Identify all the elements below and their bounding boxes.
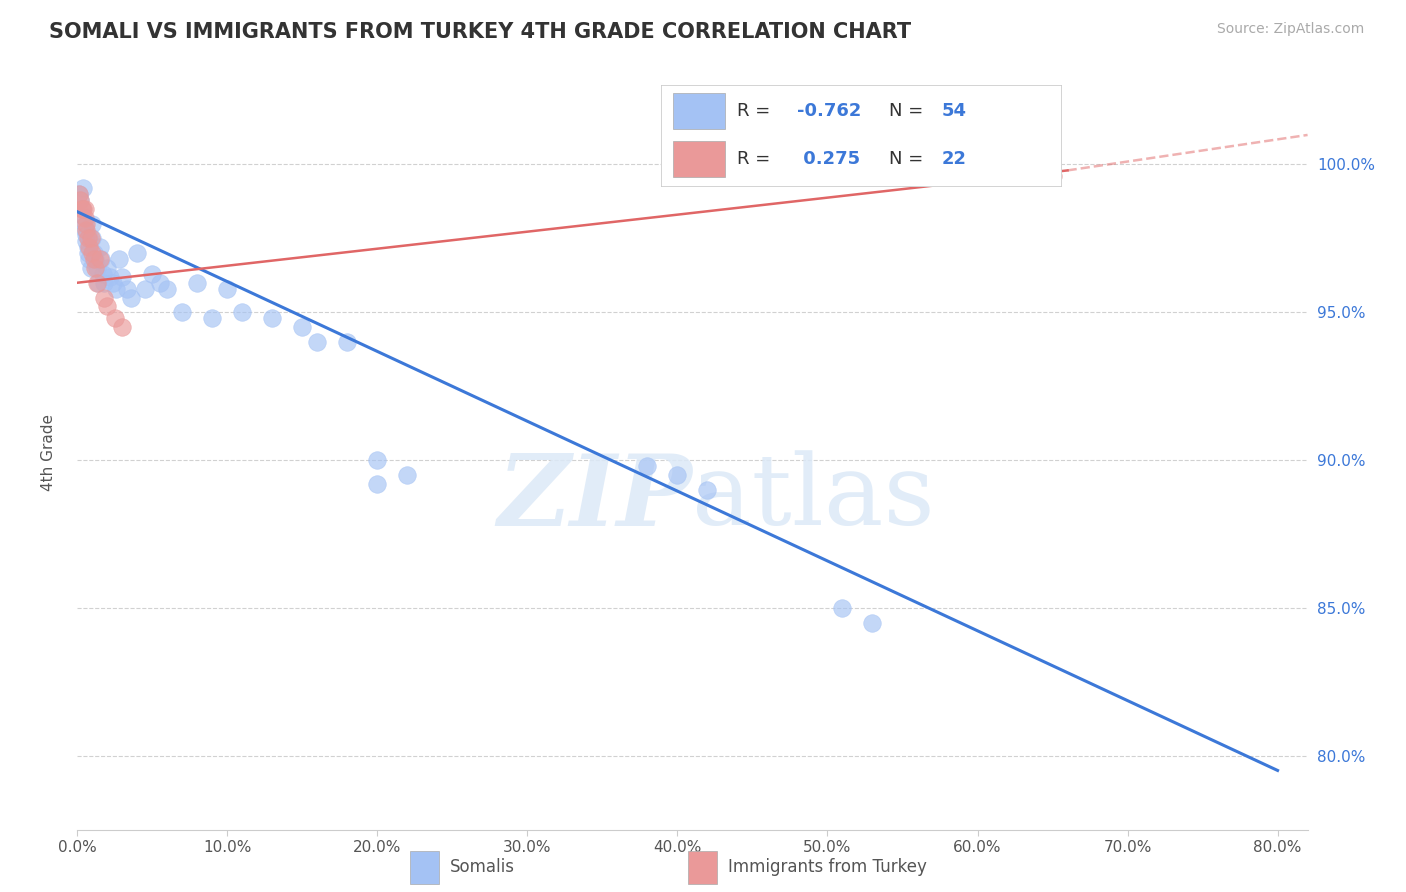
Point — [111, 269, 134, 284]
Point — [141, 267, 163, 281]
Point — [108, 252, 131, 266]
Point — [134, 282, 156, 296]
Text: atlas: atlas — [693, 450, 935, 546]
Text: R =: R = — [737, 102, 776, 120]
Point — [75, 235, 97, 249]
Text: -0.762: -0.762 — [797, 102, 862, 120]
Point — [172, 305, 194, 319]
Point — [73, 222, 96, 236]
Point — [73, 202, 96, 216]
Point — [79, 231, 101, 245]
Point — [72, 202, 94, 216]
Point — [70, 202, 93, 216]
Point — [149, 276, 172, 290]
Point — [201, 311, 224, 326]
Point — [636, 458, 658, 473]
Text: N =: N = — [889, 150, 929, 168]
Point — [336, 334, 359, 349]
Point — [262, 311, 284, 326]
Point — [83, 252, 105, 266]
Point — [93, 291, 115, 305]
Point — [76, 231, 98, 245]
Point — [75, 222, 97, 236]
Point — [80, 260, 103, 275]
Point — [105, 282, 128, 296]
Point — [76, 240, 98, 254]
Point — [831, 600, 853, 615]
Point — [79, 252, 101, 266]
Point — [73, 211, 96, 225]
Point — [307, 334, 329, 349]
Point — [87, 276, 110, 290]
Point — [82, 246, 104, 260]
Y-axis label: 4th Grade: 4th Grade — [42, 414, 56, 491]
Point — [69, 193, 91, 207]
Point — [1042, 169, 1064, 184]
Point — [127, 246, 149, 260]
Text: R =: R = — [737, 150, 776, 168]
Text: 22: 22 — [941, 150, 966, 168]
Bar — [673, 141, 725, 177]
Point — [104, 311, 127, 326]
Point — [366, 476, 388, 491]
Point — [696, 483, 718, 497]
Point — [91, 267, 114, 281]
Text: ZIP: ZIP — [498, 450, 693, 546]
Text: 54: 54 — [941, 102, 966, 120]
Point — [111, 320, 134, 334]
Bar — [688, 851, 717, 883]
Bar — [673, 93, 725, 128]
Point — [84, 260, 107, 275]
Point — [231, 305, 253, 319]
Text: N =: N = — [889, 102, 929, 120]
Point — [70, 208, 93, 222]
Point — [96, 299, 118, 313]
Point — [115, 282, 138, 296]
Point — [89, 252, 111, 266]
Point — [82, 231, 104, 245]
Point — [67, 187, 90, 202]
Point — [862, 615, 884, 630]
Point — [72, 181, 94, 195]
Text: SOMALI VS IMMIGRANTS FROM TURKEY 4TH GRADE CORRELATION CHART: SOMALI VS IMMIGRANTS FROM TURKEY 4TH GRA… — [49, 22, 911, 42]
Point — [86, 276, 108, 290]
Point — [84, 252, 107, 266]
Point — [103, 276, 125, 290]
Point — [89, 240, 111, 254]
Point — [80, 231, 103, 245]
Point — [156, 282, 179, 296]
Point — [76, 246, 98, 260]
Point — [93, 276, 115, 290]
Point — [79, 240, 101, 254]
Text: 0.275: 0.275 — [797, 150, 860, 168]
Point — [69, 193, 91, 207]
Text: Immigrants from Turkey: Immigrants from Turkey — [728, 858, 927, 877]
Point — [86, 260, 108, 275]
Point — [186, 276, 208, 290]
Point — [217, 282, 239, 296]
Text: Somalis: Somalis — [450, 858, 515, 877]
Point — [75, 228, 97, 243]
Point — [366, 453, 388, 467]
Point — [73, 217, 96, 231]
Text: Source: ZipAtlas.com: Source: ZipAtlas.com — [1216, 22, 1364, 37]
Point — [666, 467, 689, 482]
Point — [96, 260, 118, 275]
Point — [83, 246, 105, 260]
Point — [396, 467, 419, 482]
Point — [82, 217, 104, 231]
Point — [90, 252, 112, 266]
Point — [75, 217, 97, 231]
Point — [98, 269, 121, 284]
Point — [966, 163, 988, 178]
Point — [291, 320, 314, 334]
Bar — [411, 851, 439, 883]
Point — [67, 187, 90, 202]
Point — [70, 202, 93, 216]
Point — [120, 291, 142, 305]
